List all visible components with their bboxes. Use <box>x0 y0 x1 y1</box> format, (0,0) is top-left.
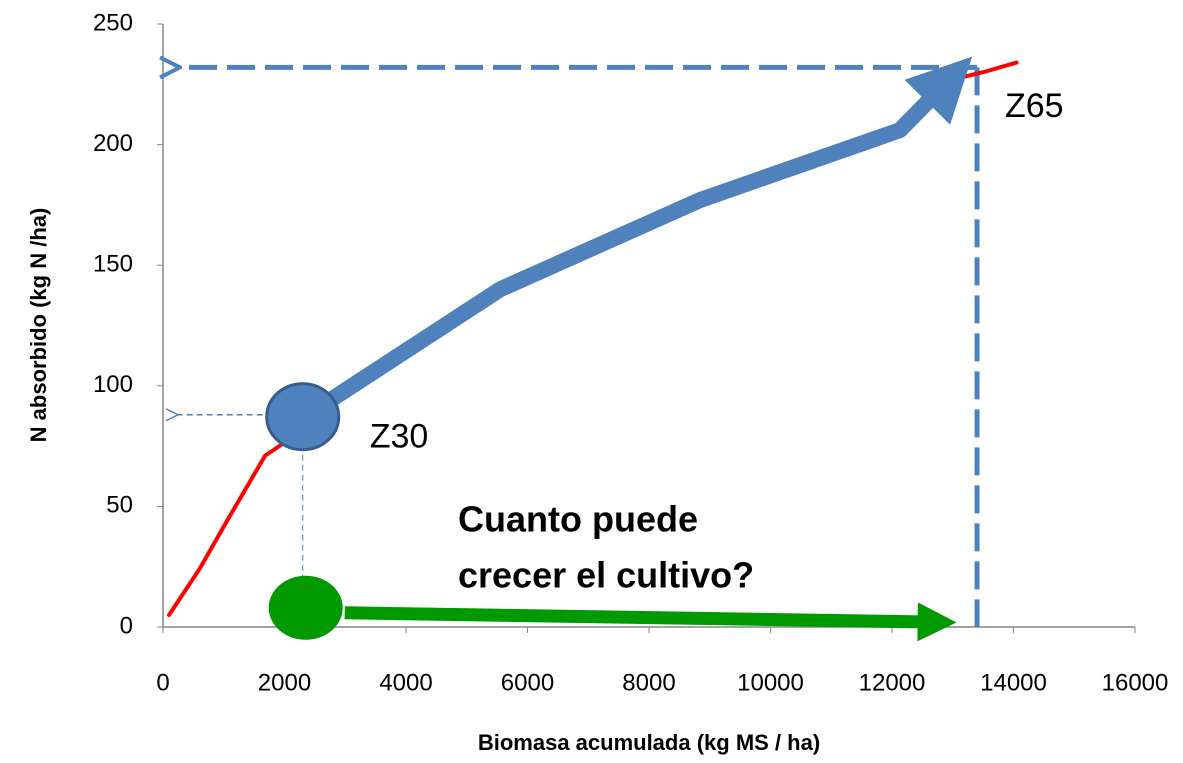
x-tick-label: 4000 <box>379 669 432 696</box>
point-label: Z30 <box>370 418 429 456</box>
x-axis-title: Biomasa acumulada (kg MS / ha) <box>478 730 820 755</box>
x-tick-label: 14000 <box>980 669 1047 696</box>
start-marker <box>268 575 343 640</box>
y-tick-label: 150 <box>93 251 133 278</box>
y-tick-label: 200 <box>93 130 133 157</box>
y-axis-title: N absorbido (kg N /ha) <box>26 208 51 443</box>
x-tick-label: 16000 <box>1102 669 1169 696</box>
annotation: crecer el cultivo? <box>458 555 754 596</box>
x-tick-label: 2000 <box>258 669 311 696</box>
y-tick-label: 50 <box>106 492 133 519</box>
y-tick-label: 0 <box>120 612 133 639</box>
growth-arrow <box>322 56 973 409</box>
y-tick-label: 100 <box>93 371 133 398</box>
x-tick-label: 10000 <box>737 669 804 696</box>
point-label: Z65 <box>1005 87 1064 125</box>
x-tick-label: 6000 <box>501 669 554 696</box>
point-marker <box>265 382 341 452</box>
x-tick-label: 12000 <box>859 669 926 696</box>
x-tick-label: 8000 <box>622 669 675 696</box>
annotation: Cuanto puede <box>458 499 698 540</box>
green-arrow <box>344 602 957 642</box>
y-tick-label: 250 <box>93 9 133 36</box>
x-tick-label: 0 <box>156 669 169 696</box>
